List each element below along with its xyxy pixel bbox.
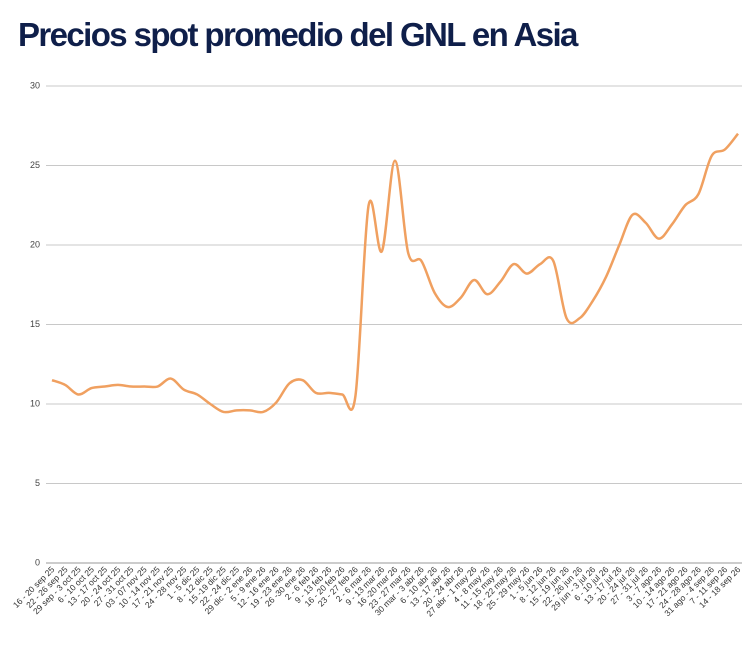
y-tick-label: 30 <box>30 80 40 90</box>
data-line <box>51 132 739 414</box>
y-tick-label: 25 <box>30 160 40 170</box>
y-tick-label: 0 <box>35 557 40 567</box>
y-tick-label: 5 <box>35 478 40 488</box>
y-tick-label: 15 <box>30 319 40 329</box>
y-tick-label: 20 <box>30 239 40 249</box>
y-tick-label: 10 <box>30 398 40 408</box>
chart-title: Precios spot promedio del GNL en Asia <box>18 16 579 53</box>
